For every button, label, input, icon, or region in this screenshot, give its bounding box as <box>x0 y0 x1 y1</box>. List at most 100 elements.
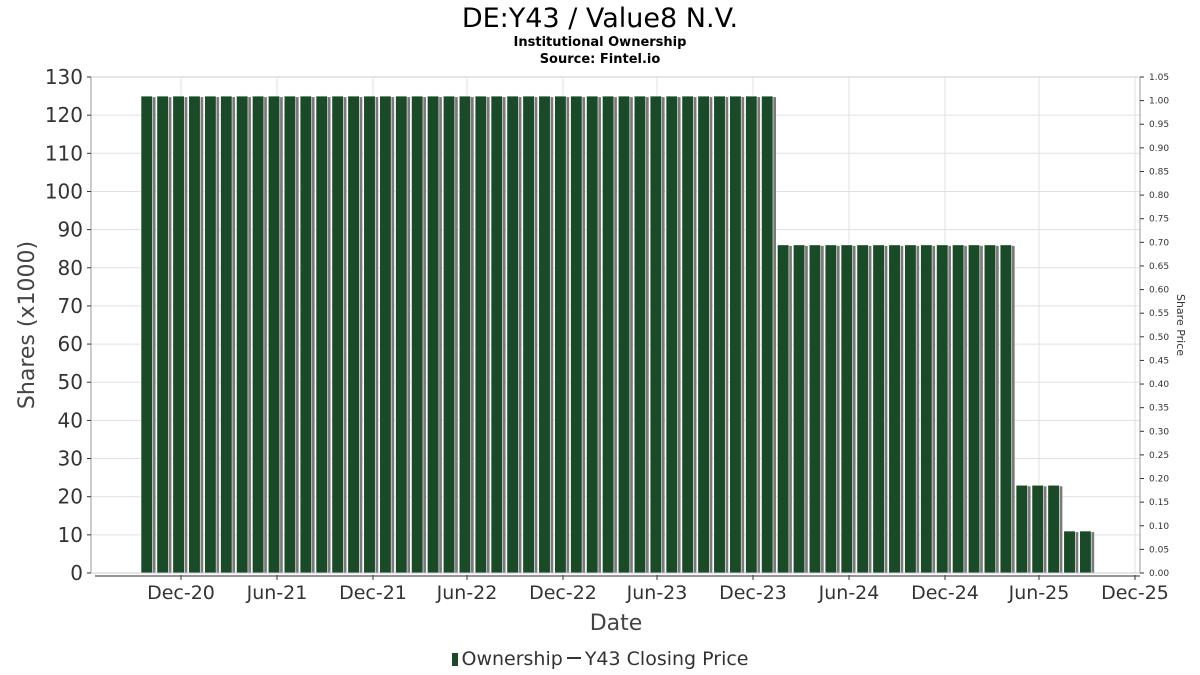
ownership-bar <box>761 95 774 574</box>
y2-tick-label: 0.90 <box>1149 144 1169 154</box>
chart-source: Source: Fintel.io <box>539 52 661 67</box>
ownership-bar <box>888 244 901 574</box>
ownership-bar <box>920 244 933 574</box>
y2-tick-label: 0.50 <box>1149 333 1169 343</box>
y2-tick-label: 0.70 <box>1149 238 1169 248</box>
ownership-bar <box>872 244 885 574</box>
y2-tick-label: 0.00 <box>1149 569 1169 579</box>
ownership-bar <box>983 244 997 574</box>
y2-tick-label: 1.00 <box>1149 97 1169 107</box>
ownership-bar <box>936 244 949 574</box>
ownership-bar <box>952 244 965 574</box>
axes <box>90 76 1141 577</box>
price-legend-line <box>566 657 581 659</box>
ownership-bar <box>522 95 535 574</box>
x-tick-label: Dec-25 <box>1101 582 1169 604</box>
x-tick-label: Jun-24 <box>818 582 880 604</box>
y2-tick-label: 0.20 <box>1149 475 1169 485</box>
y-tick-label: 10 <box>58 523 83 547</box>
x-tick-label: Dec-23 <box>719 582 787 604</box>
x-tick-label: Jun-25 <box>1008 582 1070 604</box>
ownership-bar <box>474 95 487 574</box>
x-tick-label: Jun-21 <box>246 582 308 604</box>
ownership-bar <box>777 244 790 574</box>
ownership-bar <box>140 95 153 574</box>
y2-tick-label: 0.80 <box>1149 191 1169 201</box>
ownership-bar <box>999 244 1012 574</box>
ownership-bar <box>283 95 296 574</box>
y2-tick-label: 0.40 <box>1149 380 1169 390</box>
y2-axis-label: Share Price <box>1174 294 1187 356</box>
ownership-bar <box>411 95 424 574</box>
ownership-bar <box>856 244 869 574</box>
ownership-bar <box>1031 484 1044 574</box>
y-axis-ticks: 0 10 20 30 40 50 60 70 80 90 100 110 120 130 <box>45 65 91 585</box>
ownership-bar <box>331 95 344 574</box>
chart-title: DE:Y43 / Value8 N.V. <box>461 3 739 34</box>
y2-tick-label: 0.05 <box>1149 545 1169 555</box>
ownership-bar <box>299 95 312 574</box>
ownership-bar <box>713 95 726 574</box>
ownership-bar <box>602 95 615 574</box>
y-tick-label: 60 <box>58 332 83 356</box>
y2-tick-label: 0.95 <box>1149 120 1169 130</box>
ownership-bar <box>1079 530 1092 574</box>
ownership-bar <box>904 244 917 574</box>
ownership-bar <box>458 95 472 574</box>
ownership-bar <box>252 95 265 574</box>
y2-tick-label: 0.55 <box>1149 309 1169 319</box>
ownership-bar <box>617 95 631 574</box>
y-tick-label: 30 <box>58 447 83 471</box>
ownership-bar <box>267 95 281 574</box>
x-tick-label: Jun-22 <box>436 582 498 604</box>
y2-tick-label: 0.25 <box>1149 451 1169 461</box>
y2-tick-label: 0.65 <box>1149 262 1169 272</box>
ownership-bar <box>745 95 758 574</box>
ownership-bar <box>1015 484 1028 574</box>
y-tick-label: 90 <box>58 218 83 242</box>
ownership-bar <box>633 95 647 574</box>
x-axis-label: Date <box>590 611 643 636</box>
ownership-bar <box>697 95 710 574</box>
y-tick-label: 40 <box>58 408 83 432</box>
legend: Ownership Y43 Closing Price <box>0 648 1200 670</box>
ownership-bar <box>681 95 694 574</box>
ownership-bar <box>315 95 328 574</box>
y2-tick-label: 0.10 <box>1149 522 1169 532</box>
ownership-bar <box>538 95 551 574</box>
y2-tick-label: 0.85 <box>1149 167 1169 177</box>
x-tick-label: Dec-20 <box>147 582 215 604</box>
ownership-bar <box>156 95 169 574</box>
y2-tick-label: 0.30 <box>1149 427 1169 437</box>
y-tick-label: 110 <box>45 141 83 165</box>
ownership-bar <box>554 95 567 574</box>
ownership-bar <box>1063 530 1076 574</box>
ownership-bar <box>729 95 742 574</box>
y-tick-label: 120 <box>45 103 83 127</box>
ownership-bar <box>172 95 185 574</box>
y2-tick-label: 0.15 <box>1149 498 1169 508</box>
x-tick-label: Dec-21 <box>339 582 407 604</box>
ownership-bar <box>204 95 217 574</box>
ownership-bar <box>506 95 519 574</box>
chart-subtitle: Institutional Ownership <box>513 35 687 50</box>
ownership-bar <box>649 95 662 574</box>
ownership-legend-label: Ownership <box>461 648 563 670</box>
y-tick-label: 20 <box>58 485 83 509</box>
ownership-bars <box>140 95 1095 574</box>
ownership-bar <box>570 95 583 574</box>
ownership-bar <box>840 244 853 574</box>
x-axis-ticks: Dec-20 Jun-21 Dec-21 Jun-22 Dec-22 Jun-23 Dec-… <box>147 575 1169 604</box>
ownership-bar <box>586 95 599 574</box>
y-axis-label: Shares (x1000) <box>15 241 40 409</box>
ownership-bar <box>379 95 392 574</box>
y-tick-label: 0 <box>70 561 83 585</box>
price-legend-label: Y43 Closing Price <box>584 648 749 670</box>
ownership-bar <box>824 244 837 574</box>
y-tick-label: 80 <box>58 256 83 280</box>
ownership-bar <box>220 95 233 574</box>
ownership-bar <box>665 95 678 574</box>
y-tick-label: 130 <box>45 65 83 89</box>
y-tick-label: 100 <box>45 179 83 203</box>
ownership-bar <box>1047 484 1060 574</box>
